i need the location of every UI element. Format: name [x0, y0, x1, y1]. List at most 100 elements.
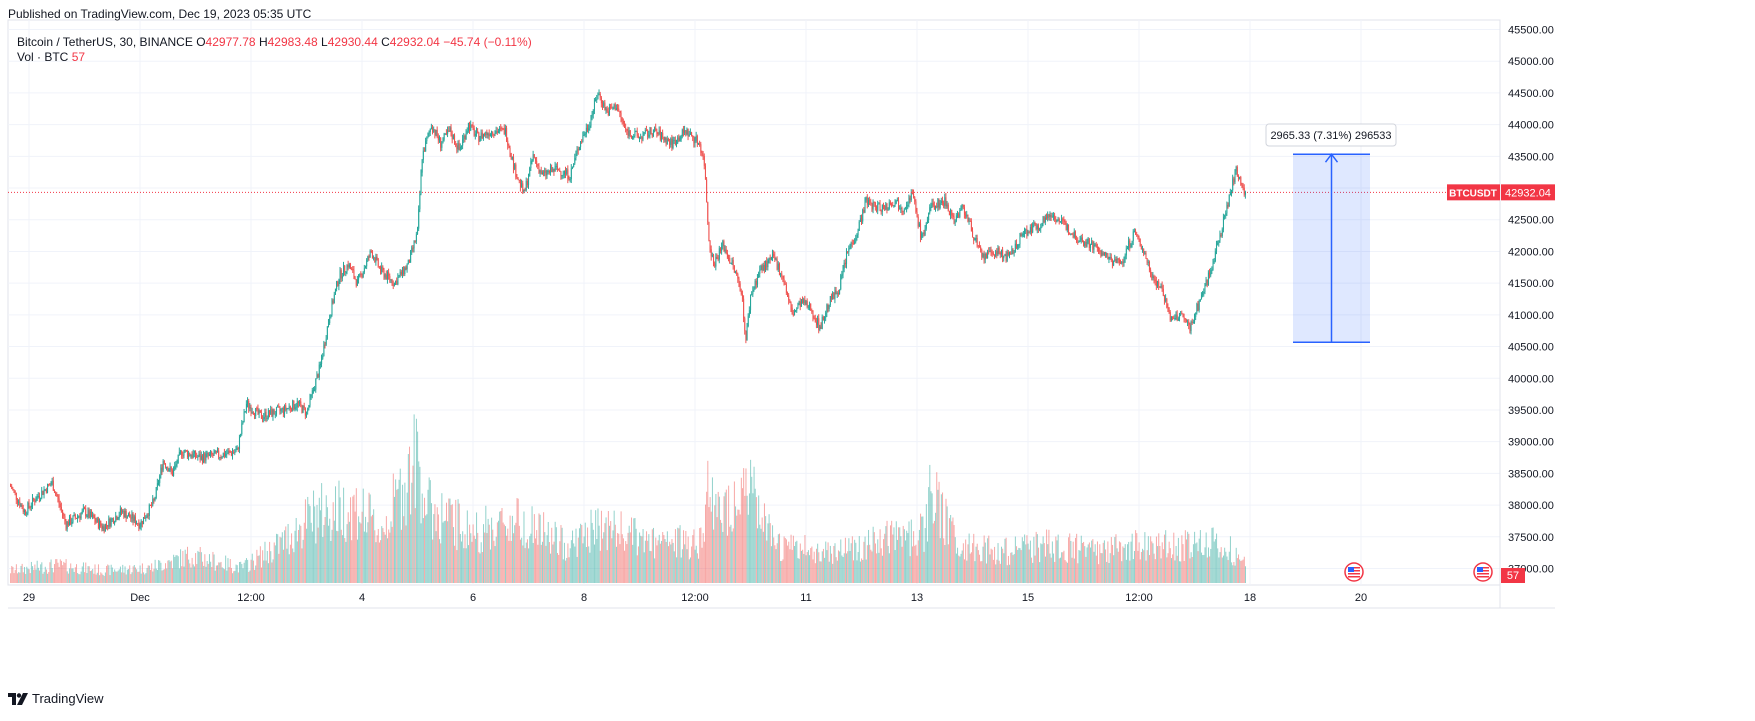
volume-bar — [790, 534, 792, 583]
candle-body — [459, 146, 461, 150]
volume-bar — [991, 549, 993, 583]
volume-bar — [85, 562, 87, 583]
volume-bar — [1183, 560, 1185, 583]
volume-bar — [557, 553, 559, 583]
candle-body — [632, 136, 634, 139]
volume-bar — [985, 563, 987, 583]
volume-bar — [14, 570, 16, 583]
candle-body — [66, 521, 68, 529]
candle-body — [803, 299, 805, 304]
volume-bar — [575, 528, 577, 583]
volume-label[interactable]: Vol · BTC — [17, 50, 69, 64]
volume-bar — [1198, 538, 1200, 583]
volume-bar — [929, 464, 931, 583]
candle-body — [770, 257, 772, 260]
volume-bar — [343, 487, 345, 583]
volume-bar — [426, 514, 428, 583]
volume-bar — [17, 573, 19, 583]
ticker-tag-label: BTCUSDT — [1449, 188, 1497, 199]
low-value: 42930.44 — [327, 35, 378, 49]
volume-bar — [681, 549, 683, 583]
volume-bar — [720, 519, 722, 583]
volume-bar — [1056, 540, 1058, 583]
candle-body — [740, 291, 742, 295]
volume-bar — [404, 482, 406, 583]
candle-body — [925, 223, 927, 229]
price-axis: 45500.0045000.0044500.0044000.0043500.00… — [1508, 25, 1554, 576]
candle-body — [923, 232, 925, 235]
volume-bar — [531, 506, 533, 583]
candle-body — [857, 230, 859, 236]
candle-body — [432, 127, 434, 132]
candle-body — [552, 168, 554, 172]
candle-body — [598, 93, 600, 95]
symbol-title[interactable]: Bitcoin / TetherUS, 30, BINANCE — [17, 35, 193, 49]
volume-bar — [1012, 555, 1014, 583]
candle-body — [706, 179, 708, 203]
volume-bar — [871, 551, 873, 583]
candle-body — [338, 279, 340, 287]
volume-bar — [26, 566, 28, 583]
candle-body — [1077, 241, 1079, 243]
volume-bar — [652, 527, 654, 583]
volume-bar — [800, 550, 802, 583]
volume-bar — [1048, 529, 1050, 583]
volume-bar — [1231, 562, 1233, 583]
volume-bar — [1005, 537, 1007, 583]
volume-bar — [363, 531, 365, 583]
candle-body — [287, 408, 289, 410]
volume-bar — [783, 536, 785, 583]
volume-bar — [202, 561, 204, 583]
candle-body — [84, 508, 86, 510]
candle-body — [1051, 216, 1053, 218]
footer-brand[interactable]: TradingView — [8, 691, 104, 706]
candle-body — [914, 197, 916, 202]
volume-bar — [755, 497, 757, 583]
volume-bar — [560, 525, 562, 583]
volume-bar — [866, 545, 868, 583]
volume-bar — [481, 552, 483, 583]
volume-bar — [753, 466, 755, 583]
candle-body — [14, 490, 16, 493]
volume-bar — [1095, 555, 1097, 583]
candle-body — [230, 452, 232, 456]
candle-body — [531, 160, 533, 162]
volume-bar — [602, 538, 604, 583]
candle-body — [205, 453, 207, 461]
candle-body — [1181, 313, 1183, 315]
volume-bar — [139, 565, 141, 583]
volume-bar — [81, 566, 83, 583]
candle-body — [367, 256, 369, 261]
candle-body — [509, 147, 511, 153]
volume-bar — [412, 465, 414, 583]
candle-body — [573, 163, 575, 167]
volume-bar — [1025, 544, 1027, 583]
volume-bar — [642, 529, 644, 583]
volume-bar — [548, 542, 550, 583]
candle-body — [35, 500, 37, 503]
candle-body — [263, 416, 265, 420]
candle-body — [557, 165, 559, 170]
volume-bar — [1129, 560, 1131, 583]
volume-bar — [520, 539, 522, 583]
volume-bar — [291, 533, 293, 583]
candle-body — [151, 505, 153, 507]
volume-bar — [699, 528, 701, 583]
candle-body — [670, 138, 672, 145]
volume-bar — [948, 518, 950, 583]
volume-bar — [308, 504, 310, 583]
volume-bar — [795, 541, 797, 583]
volume-bar — [276, 533, 278, 583]
volume-bar — [1042, 536, 1044, 583]
candle-body — [762, 264, 764, 271]
volume-bar — [787, 545, 789, 583]
volume-bar — [626, 544, 628, 583]
candle-body — [478, 132, 480, 142]
volume-bar — [776, 543, 778, 583]
volume-bar — [331, 529, 333, 583]
candle-body — [950, 210, 952, 216]
volume-bar — [192, 564, 194, 583]
candle-body — [602, 103, 604, 107]
